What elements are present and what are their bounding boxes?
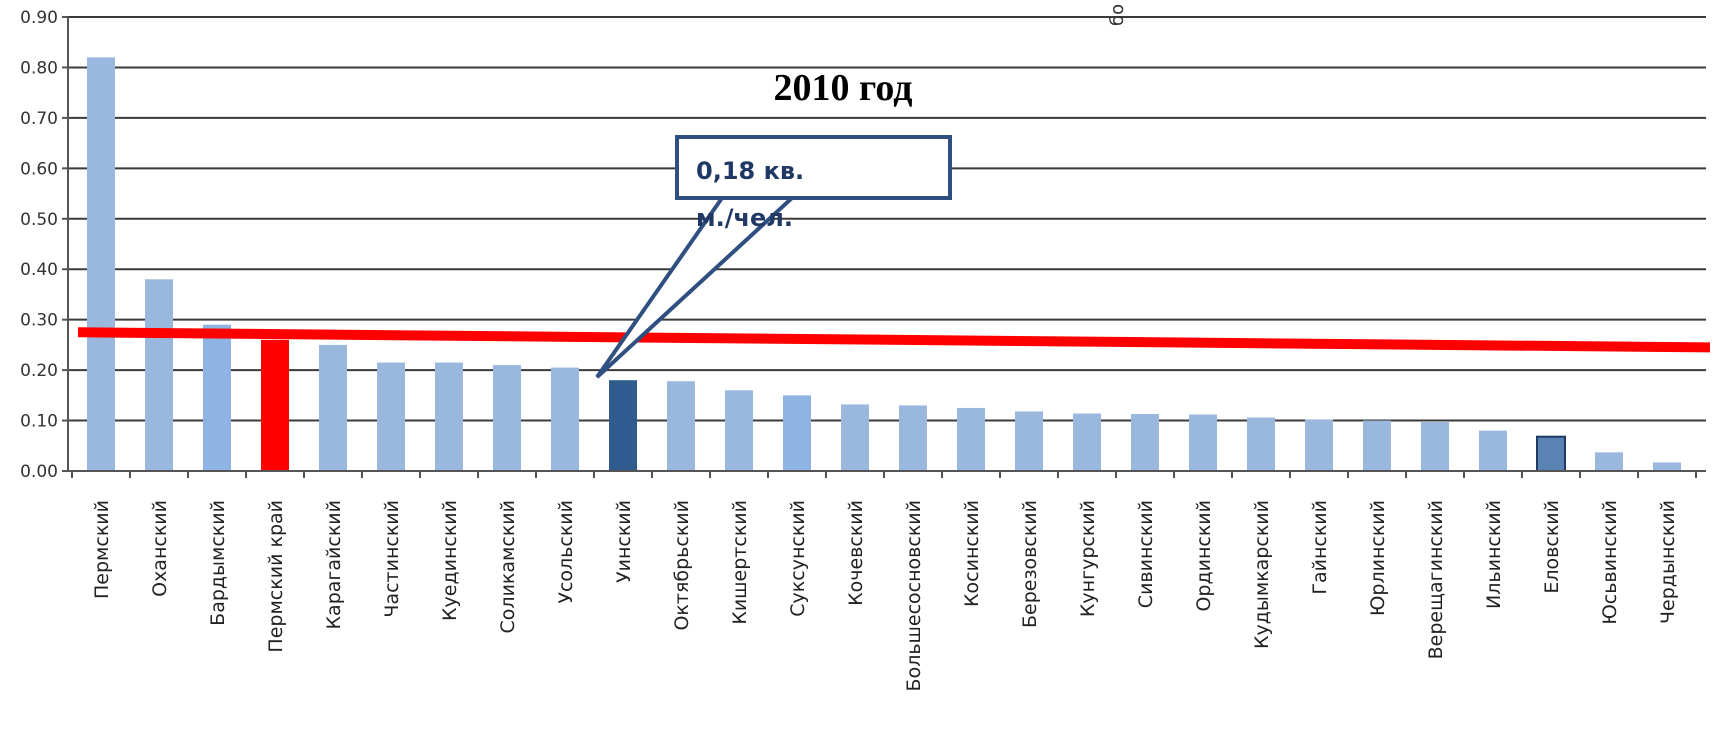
bar (783, 395, 811, 471)
y-tick-label: 0.30 (20, 311, 58, 331)
y-tick-label: 0.90 (20, 8, 58, 28)
x-tick-label: Кудымкарский (1251, 500, 1273, 649)
bar (1421, 422, 1449, 471)
bar (609, 380, 637, 471)
bar (1653, 462, 1681, 471)
x-tick-label: Юсьвинский (1599, 500, 1621, 625)
bar (1479, 430, 1507, 471)
bar (319, 344, 347, 471)
bar (551, 367, 579, 471)
x-tick-label: Уинский (613, 500, 635, 583)
bar (435, 362, 463, 471)
bar (1305, 419, 1333, 471)
bars (87, 57, 1681, 473)
x-tick-label: Гайнский (1309, 500, 1331, 595)
bar (493, 365, 521, 471)
x-tick-label: Ильинский (1483, 500, 1505, 609)
x-tick-label: Карагайский (323, 500, 345, 629)
chart-title: 2010 год (774, 67, 913, 109)
y-tick-label: 0.60 (20, 159, 58, 179)
reference-line (77, 327, 1711, 353)
bar (1189, 414, 1217, 471)
bar (957, 407, 985, 471)
bar (667, 381, 695, 471)
y-tick-label: 0.80 (20, 58, 58, 78)
bar (725, 390, 753, 471)
bar (1595, 452, 1623, 471)
x-tick-label: Косинский (961, 500, 983, 607)
x-tick-label: Верещагинский (1425, 500, 1447, 659)
x-tick-label: Соликамский (497, 500, 519, 633)
y-tick-label: 0.40 (20, 260, 58, 280)
x-tick-label: Кочевский (845, 500, 867, 606)
bar (1131, 413, 1159, 471)
x-tick-label: Березовский (1019, 500, 1041, 628)
x-tick-label: Частинский (381, 500, 403, 618)
x-tick-label: Пермский край (265, 500, 287, 653)
y-tick-label: 0.10 (20, 412, 58, 432)
bar (377, 362, 405, 471)
x-tick-label: Бардымский (207, 500, 229, 626)
x-tick-label: Кишертский (729, 500, 751, 625)
bar (1073, 413, 1101, 471)
callout-text-line-2: м./чел. (696, 204, 793, 232)
y-tick-label: 0.50 (20, 210, 58, 230)
bar (145, 279, 173, 471)
x-tick-label: Пермский (91, 500, 113, 599)
y-tick-label: 0.00 (20, 462, 58, 482)
bar (1363, 420, 1391, 471)
x-tick-label: Юрлинский (1367, 500, 1389, 616)
x-tick-label: Чердынский (1657, 500, 1679, 624)
y-tick-label: 0.70 (20, 109, 58, 129)
x-tick-label: Еловский (1541, 500, 1563, 594)
bar (261, 339, 289, 471)
bar (87, 57, 115, 471)
callout-box (675, 135, 952, 200)
x-tick-label: Ординский (1193, 500, 1215, 612)
x-axis-labels: Пермский Оханский Бардымский Пермский край К… (91, 500, 1679, 691)
x-tick-label: Сивинский (1135, 500, 1157, 608)
x-tick-label: Куединский (439, 500, 461, 621)
bar (203, 324, 231, 471)
y-axis-ticks: 0.00 0.10 0.20 0.30 0.40 0.50 0.60 0.70 0.80 0.90 (20, 8, 68, 482)
bar (841, 404, 869, 471)
x-tick-label: Усольский (555, 500, 577, 604)
x-tick-label: Суксунский (787, 500, 809, 617)
callout-text-line-1: 0,18 кв. (696, 157, 804, 185)
x-tick-label: Кунгурский (1077, 500, 1099, 617)
bar (1015, 411, 1043, 471)
stray-glyph: бо (1107, 4, 1128, 26)
bar (1536, 435, 1566, 473)
x-tick-label: Большесосновский (903, 500, 925, 691)
x-tick-label: Октябрьский (671, 500, 693, 631)
x-tick-label: Оханский (149, 500, 171, 597)
bar (899, 405, 927, 471)
callout-annotation: 0,18 кв. м./чел. (595, 135, 952, 379)
y-tick-label: 0.20 (20, 361, 58, 381)
bar (1247, 417, 1275, 471)
axes (67, 17, 1706, 478)
